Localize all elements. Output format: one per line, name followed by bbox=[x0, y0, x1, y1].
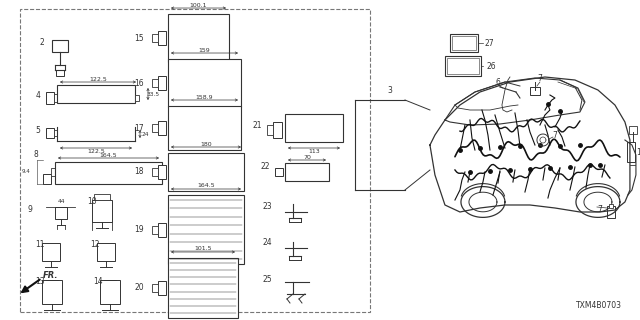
Bar bbox=[445, 56, 481, 76]
Bar bbox=[158, 281, 166, 295]
Bar bbox=[158, 165, 166, 179]
Bar bbox=[273, 122, 282, 138]
Text: 100.1: 100.1 bbox=[189, 3, 207, 7]
Text: 13: 13 bbox=[35, 277, 45, 286]
Text: 7: 7 bbox=[552, 131, 557, 140]
Text: 24: 24 bbox=[262, 238, 272, 247]
Bar bbox=[42, 243, 60, 261]
Text: 44: 44 bbox=[58, 199, 66, 204]
Text: 24: 24 bbox=[141, 132, 148, 137]
Text: 4: 4 bbox=[36, 91, 40, 100]
Bar bbox=[285, 163, 329, 181]
Bar bbox=[158, 121, 166, 135]
Text: 7: 7 bbox=[598, 205, 602, 214]
Text: 14: 14 bbox=[93, 277, 103, 286]
Text: 113: 113 bbox=[308, 148, 320, 154]
Text: 5: 5 bbox=[36, 125, 40, 134]
Bar bbox=[267, 125, 273, 135]
Bar bbox=[168, 59, 241, 107]
Bar bbox=[56, 70, 64, 76]
Bar bbox=[42, 280, 62, 304]
Bar bbox=[152, 124, 158, 132]
Bar bbox=[54, 130, 57, 136]
Bar bbox=[97, 243, 115, 261]
Bar bbox=[20, 9, 370, 312]
Bar bbox=[450, 34, 478, 52]
Text: 27: 27 bbox=[485, 38, 495, 47]
Text: 19: 19 bbox=[134, 226, 144, 235]
Bar bbox=[152, 226, 158, 234]
Bar bbox=[168, 153, 244, 191]
Text: 21: 21 bbox=[252, 121, 262, 130]
Bar bbox=[152, 79, 158, 87]
Bar bbox=[168, 258, 238, 318]
Text: 7: 7 bbox=[538, 74, 542, 83]
Text: 22: 22 bbox=[260, 163, 269, 172]
Bar bbox=[92, 200, 112, 222]
Bar bbox=[100, 280, 120, 304]
Bar bbox=[152, 284, 158, 292]
Text: 2: 2 bbox=[40, 37, 44, 46]
Text: 180: 180 bbox=[200, 141, 212, 147]
Text: 101.5: 101.5 bbox=[194, 246, 212, 252]
Text: 6: 6 bbox=[495, 77, 500, 86]
Text: 26: 26 bbox=[487, 61, 497, 70]
Bar bbox=[447, 58, 479, 74]
Bar bbox=[530, 87, 540, 95]
Bar bbox=[46, 92, 54, 104]
Text: 122.5: 122.5 bbox=[89, 76, 107, 82]
Text: 1: 1 bbox=[636, 148, 640, 156]
Text: 164.5: 164.5 bbox=[100, 153, 117, 157]
Bar bbox=[168, 195, 244, 264]
Text: 3: 3 bbox=[387, 85, 392, 94]
Bar bbox=[607, 206, 615, 218]
Text: 20: 20 bbox=[134, 284, 144, 292]
Text: 25: 25 bbox=[262, 276, 272, 284]
Text: 12: 12 bbox=[90, 241, 100, 250]
Text: 8: 8 bbox=[34, 149, 38, 158]
Bar bbox=[158, 223, 166, 237]
Text: FR.: FR. bbox=[43, 271, 58, 280]
Bar bbox=[158, 31, 166, 45]
Bar bbox=[43, 174, 51, 184]
Text: 17: 17 bbox=[134, 124, 144, 132]
Text: 159: 159 bbox=[198, 47, 211, 52]
Bar bbox=[275, 168, 283, 176]
Bar bbox=[94, 194, 110, 200]
Text: 70: 70 bbox=[303, 155, 311, 159]
Text: TXM4B0703: TXM4B0703 bbox=[576, 301, 622, 310]
Bar bbox=[51, 168, 55, 176]
Bar bbox=[55, 162, 162, 184]
Text: 23: 23 bbox=[262, 203, 272, 212]
Text: 158.9: 158.9 bbox=[196, 94, 213, 100]
Bar bbox=[135, 95, 139, 101]
Bar bbox=[55, 207, 67, 219]
Text: 10: 10 bbox=[87, 197, 97, 206]
Text: 16: 16 bbox=[134, 78, 144, 87]
Bar bbox=[452, 36, 476, 50]
Bar bbox=[285, 114, 343, 142]
Bar bbox=[152, 168, 158, 176]
Bar bbox=[52, 40, 68, 52]
Text: 11: 11 bbox=[35, 241, 45, 250]
Bar bbox=[168, 106, 241, 150]
Bar bbox=[46, 128, 54, 138]
Bar bbox=[168, 14, 229, 62]
Bar bbox=[627, 142, 635, 162]
Text: 9.4: 9.4 bbox=[21, 170, 30, 174]
Text: 164.5: 164.5 bbox=[197, 183, 215, 188]
Text: 15: 15 bbox=[134, 34, 144, 43]
Bar bbox=[54, 94, 57, 102]
Bar bbox=[152, 34, 158, 42]
Bar bbox=[158, 76, 166, 90]
Text: 9: 9 bbox=[28, 205, 33, 214]
Text: 33.5: 33.5 bbox=[147, 92, 159, 97]
Bar bbox=[57, 85, 135, 103]
Text: 18: 18 bbox=[134, 167, 144, 177]
Text: 122.5: 122.5 bbox=[87, 148, 105, 154]
Bar bbox=[629, 126, 637, 134]
